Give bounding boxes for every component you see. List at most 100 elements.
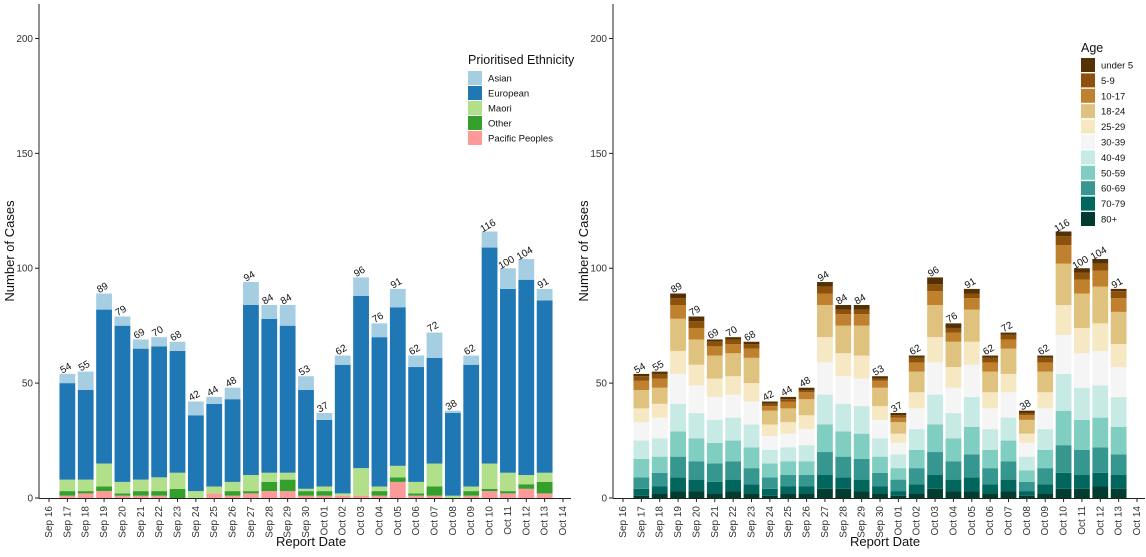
- bar-segment: [132, 495, 149, 498]
- bar-segment: [890, 468, 907, 480]
- bar-segment: [872, 387, 888, 407]
- bar-segment: [59, 491, 76, 496]
- bar-segment: [77, 491, 94, 494]
- bar-segment: [463, 355, 480, 365]
- bar-segment: [1092, 417, 1109, 448]
- bar-segment: [1000, 440, 1017, 462]
- x-tick-label: Sep 17: [636, 506, 647, 538]
- bar-segment: [945, 387, 962, 413]
- bar-segment: [1055, 373, 1072, 411]
- bar-segment: [780, 493, 797, 498]
- bar-segment: [426, 463, 443, 487]
- bar-segment: [890, 422, 907, 434]
- bar-total-label: 38: [444, 398, 460, 413]
- bar-segment: [982, 408, 999, 430]
- bar-segment: [633, 408, 650, 423]
- bar-segment: [853, 491, 870, 498]
- bar-segment: [298, 488, 314, 492]
- y-tick-label: 50: [22, 379, 34, 390]
- bar-segment: [261, 318, 278, 473]
- bar-total-label: 44: [779, 384, 795, 399]
- bar-segment: [853, 309, 870, 315]
- bar-segment: [688, 438, 705, 462]
- bar-segment: [1018, 481, 1035, 492]
- legend-swatch: [468, 131, 482, 145]
- bar-segment: [780, 447, 797, 462]
- bar-segment: [853, 314, 870, 326]
- bar-segment: [1000, 334, 1017, 340]
- bar-segment: [633, 458, 650, 478]
- bar-segment: [633, 422, 650, 441]
- bar-total-label: 91: [536, 276, 552, 291]
- bar-segment: [963, 293, 980, 299]
- bar-segment: [780, 475, 797, 487]
- bar-segment: [835, 456, 852, 478]
- bar-segment: [353, 295, 369, 469]
- bar-segment: [1074, 327, 1090, 354]
- x-tick-label: Oct 11: [503, 506, 514, 535]
- bar-segment: [670, 304, 686, 319]
- bar-total-label: 84: [279, 292, 295, 307]
- bar-segment: [761, 477, 778, 489]
- bar-segment: [1000, 373, 1017, 393]
- bar-segment: [463, 491, 480, 496]
- bar-segment: [725, 479, 742, 492]
- legend-swatch: [1081, 165, 1095, 180]
- bar-segment: [1092, 323, 1109, 351]
- bar-segment: [481, 488, 498, 492]
- legend-label: Asian: [488, 74, 512, 85]
- bar-segment: [334, 495, 351, 498]
- bar-segment: [963, 309, 980, 342]
- bar-segment: [463, 486, 480, 492]
- bar-segment: [835, 304, 852, 310]
- bar-segment: [1092, 486, 1109, 498]
- bar-segment: [743, 424, 760, 448]
- bar-segment: [1110, 344, 1127, 368]
- bar-segment: [945, 461, 962, 480]
- bar-segment: [872, 493, 888, 498]
- bar-segment: [706, 346, 723, 356]
- bar-total-label: 62: [334, 343, 350, 358]
- bar-segment: [798, 399, 815, 416]
- bar-segment: [353, 495, 369, 498]
- bar-segment: [670, 491, 686, 498]
- bar-segment: [688, 385, 705, 413]
- x-tick-label: Sep 20: [691, 506, 702, 538]
- bar-segment: [279, 472, 296, 480]
- bar-segment: [1037, 357, 1054, 363]
- legend-swatch: [1081, 181, 1095, 196]
- x-tick-label: Sep 17: [62, 506, 73, 538]
- bar-segment: [872, 472, 888, 487]
- bar-segment: [1037, 362, 1054, 372]
- bar-segment: [908, 493, 925, 498]
- bar-segment: [853, 479, 870, 492]
- bar-segment: [224, 491, 241, 496]
- bar-total-label: 89: [95, 281, 111, 296]
- bar-segment: [1018, 419, 1035, 434]
- bar-segment: [132, 491, 149, 496]
- legend-label: 5-9: [1101, 76, 1115, 87]
- bar-segment: [890, 442, 907, 455]
- bar-segment: [1037, 392, 1054, 409]
- bar-segment: [963, 298, 980, 310]
- bar-segment: [1018, 433, 1035, 443]
- bar-segment: [908, 357, 925, 363]
- bar-segment: [688, 327, 705, 340]
- x-tick-label: Sep 25: [209, 506, 220, 538]
- bar-segment: [908, 392, 925, 409]
- bar-segment: [982, 355, 999, 358]
- bar-segment: [725, 461, 742, 480]
- bar-segment: [761, 401, 778, 404]
- bar-segment: [1055, 488, 1072, 498]
- bar-segment: [982, 468, 999, 485]
- bar-segment: [890, 433, 907, 443]
- x-tick-label: Oct 12: [521, 506, 532, 536]
- bar-segment: [798, 390, 815, 393]
- bar-segment: [725, 491, 742, 498]
- bar-segment: [1110, 475, 1127, 489]
- bar-segment: [151, 495, 168, 498]
- bar-segment: [798, 392, 815, 400]
- bar-segment: [536, 288, 553, 301]
- bar-total-label: 48: [224, 375, 240, 390]
- bar-segment: [963, 426, 980, 455]
